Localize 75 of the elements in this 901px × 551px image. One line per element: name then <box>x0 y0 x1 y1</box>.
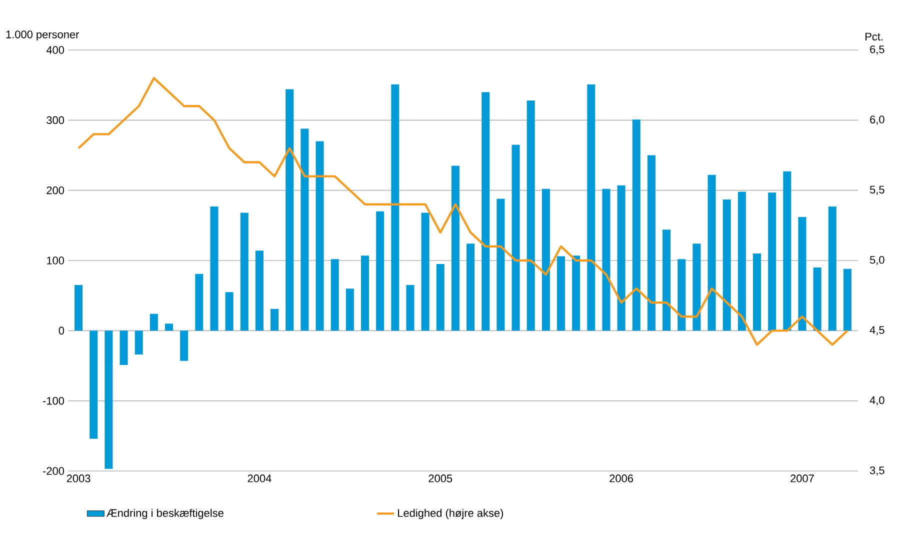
y2-tick-label: 5,0 <box>870 256 884 266</box>
bar <box>572 256 580 331</box>
y-tick-label: 300 <box>46 116 64 124</box>
y-tick-label: 100 <box>47 256 64 264</box>
bar <box>512 144 520 331</box>
x-tick-label: 2003 <box>66 474 90 482</box>
x-tick-label: 2007 <box>790 474 814 482</box>
y-tick-label: -200 <box>43 467 64 475</box>
x-tick-label: 2006 <box>610 474 634 482</box>
bar <box>195 274 204 331</box>
x-tick-label: 2004 <box>248 474 272 482</box>
bar <box>240 212 248 331</box>
bar <box>692 244 701 331</box>
bar <box>828 206 836 331</box>
bar <box>466 244 475 331</box>
y2-tick-label: 5,5 <box>870 186 884 195</box>
bar <box>557 256 566 331</box>
bar <box>738 192 746 331</box>
y2-axis-title: Pct. <box>866 32 882 40</box>
y-tick-label: 200 <box>46 186 64 194</box>
bar <box>165 324 174 331</box>
bar <box>798 217 806 331</box>
y-axis-title: 1.000 personer <box>6 30 80 40</box>
bar <box>90 330 98 439</box>
bar <box>542 188 550 331</box>
bar <box>783 171 792 331</box>
y2-tick-label: 6,0 <box>870 116 884 125</box>
bar <box>104 330 113 469</box>
bar <box>526 100 535 331</box>
bar <box>346 288 354 331</box>
bar <box>120 330 128 366</box>
y2-tick-label: 4,5 <box>870 326 884 336</box>
bar <box>708 174 716 331</box>
bar <box>632 119 640 331</box>
bar <box>391 84 400 331</box>
y-tick-label: 0 <box>58 326 64 335</box>
bar <box>722 199 731 331</box>
bar <box>330 259 339 331</box>
bar <box>843 268 852 331</box>
bar <box>421 212 430 331</box>
y2-tick-label: 3,5 <box>870 466 884 476</box>
bar <box>316 141 324 331</box>
bar <box>662 230 671 331</box>
bar <box>361 256 370 331</box>
y2-tick-label: 4,0 <box>870 396 884 406</box>
bar <box>406 285 414 331</box>
bar <box>602 188 610 331</box>
y-tick-label: 400 <box>46 46 64 54</box>
bar <box>752 253 761 331</box>
bar <box>300 128 309 331</box>
bar <box>436 264 444 331</box>
legend-label: Ændring i beskæftigelse <box>106 508 224 520</box>
bar <box>451 166 460 331</box>
bar <box>482 92 490 331</box>
x-tick-label: 2005 <box>428 474 452 482</box>
bar <box>376 211 384 331</box>
bar <box>286 89 294 331</box>
y2-tick-label: 6,5 <box>870 45 884 55</box>
bar <box>225 292 234 331</box>
bar <box>270 308 279 331</box>
bar <box>617 185 626 331</box>
bar <box>255 250 264 331</box>
bar <box>150 314 158 331</box>
bar <box>496 198 505 331</box>
bar <box>678 259 686 331</box>
legend-label: Ledighed (højre akse) <box>398 508 504 520</box>
bar <box>210 206 218 331</box>
bar <box>134 330 143 355</box>
bar <box>647 155 656 331</box>
y-tick-label: -100 <box>43 396 64 405</box>
bar <box>768 192 776 331</box>
bar <box>180 330 188 361</box>
bar <box>74 285 83 331</box>
bar <box>813 268 822 331</box>
bar <box>587 84 596 331</box>
